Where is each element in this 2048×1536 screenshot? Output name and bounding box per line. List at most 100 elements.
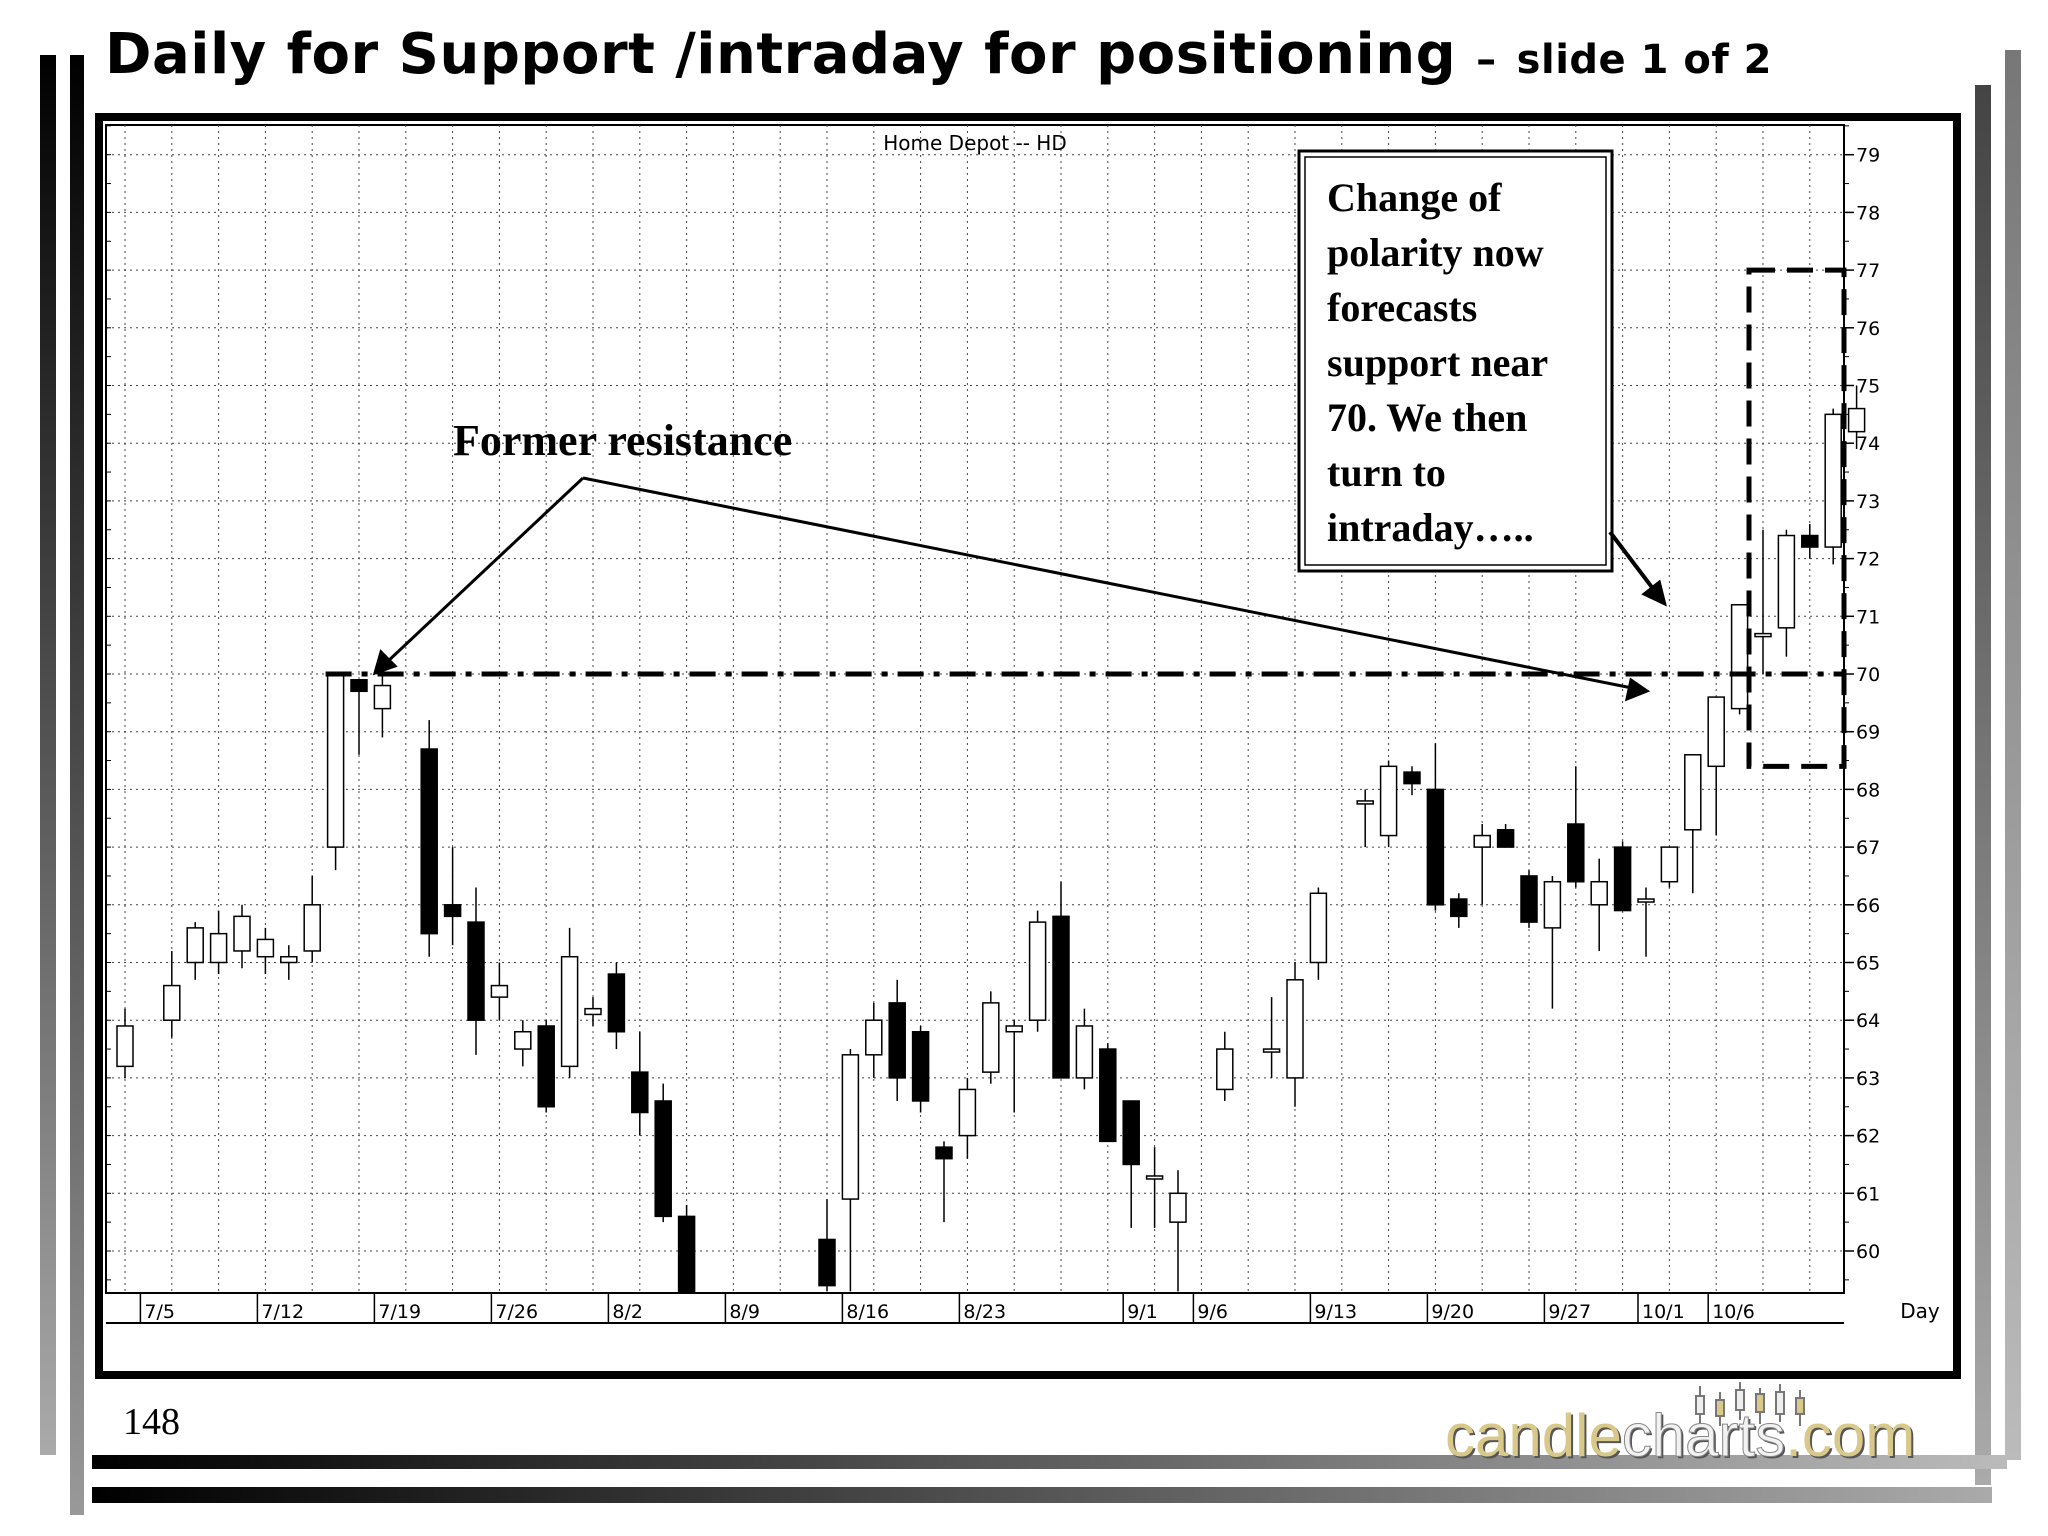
candle: [631, 1031, 649, 1136]
candle: [163, 950, 181, 1038]
candle-body-up: [1169, 1192, 1187, 1223]
y-tick-label: 68: [1856, 779, 1880, 801]
y-tick-label: 75: [1856, 376, 1880, 398]
polarity-box-inner: [1304, 156, 1607, 566]
polarity-highlight-box: [1746, 267, 1847, 769]
x-tick-label: 10/1: [1642, 1301, 1685, 1323]
candle-body-down: [654, 1100, 672, 1218]
candle: [373, 674, 392, 738]
x-tick-label: 9/13: [1314, 1301, 1357, 1323]
candle-body-up: [841, 1054, 860, 1200]
candle: [1590, 858, 1608, 951]
y-tick-label: 67: [1856, 837, 1880, 859]
logo-text: candlecharts.com: [1445, 1401, 1915, 1470]
candle-body-down: [1122, 1100, 1140, 1166]
candle-body-up: [982, 1002, 1000, 1073]
candle-body-up: [1754, 632, 1772, 638]
y-tick-label: 66: [1856, 895, 1880, 917]
candle: [1730, 604, 1749, 715]
candle-body-down: [1520, 875, 1538, 923]
candle: [607, 962, 626, 1050]
bottom-bar-lower: [92, 1487, 1992, 1503]
candle-body-up: [1824, 413, 1842, 548]
x-tick-label: 10/6: [1712, 1301, 1755, 1323]
logo-part-com: .com: [1785, 1402, 1916, 1469]
y-tick-label: 60: [1856, 1241, 1880, 1263]
candle-body-up: [1356, 800, 1374, 805]
former-resistance-label: Former resistance: [453, 416, 792, 465]
candle-body-down: [935, 1146, 953, 1160]
candle-body-down: [1099, 1048, 1117, 1143]
y-tick-label: 70: [1856, 664, 1880, 686]
candle: [1520, 870, 1538, 928]
candle-body-up: [186, 927, 204, 964]
candle: [1660, 846, 1679, 888]
polarity-box-line: intraday…..: [1327, 505, 1534, 550]
x-tick-label: 8/2: [612, 1301, 643, 1323]
candle: [677, 1204, 696, 1293]
candle-body-down: [443, 904, 462, 918]
y-tick-label: 65: [1856, 953, 1880, 975]
candle-body-up: [490, 984, 509, 998]
candle: [420, 720, 438, 957]
y-tick-label: 71: [1856, 606, 1880, 628]
candle: [1216, 1031, 1234, 1101]
candle-body-up: [1637, 898, 1655, 903]
x-tick-label: 9/20: [1431, 1301, 1474, 1323]
candle: [1824, 408, 1842, 565]
chart-title: Home Depot -- HD: [883, 131, 1067, 155]
candle: [1403, 766, 1421, 796]
candle-body-down: [1403, 771, 1421, 785]
candle: [1637, 887, 1655, 957]
x-tick-label: 8/9: [729, 1301, 760, 1323]
candle: [303, 875, 321, 963]
candle-body-down: [888, 1002, 906, 1079]
candle-body-up: [1379, 765, 1398, 837]
polarity-box-line: Change of: [1327, 175, 1502, 220]
candle-body-down: [467, 921, 485, 1021]
candle-body-up: [1075, 1025, 1094, 1079]
candle: [537, 1020, 555, 1113]
candle: [1473, 824, 1491, 905]
candle: [467, 887, 485, 1055]
logo-candles-icon: [1695, 1382, 1805, 1426]
candle-body-down: [1052, 915, 1070, 1079]
logo-part-charts: charts: [1621, 1402, 1786, 1470]
candle: [209, 910, 228, 975]
logo-part-candle: candle: [1445, 1402, 1622, 1469]
candle-body-up: [303, 904, 321, 952]
x-tick-label: 9/1: [1127, 1301, 1158, 1323]
candle-body-up: [584, 1007, 602, 1016]
candle: [256, 927, 275, 975]
x-tick-label: 8/23: [963, 1301, 1006, 1323]
polarity-box-outer: [1297, 149, 1614, 573]
candle: [1169, 1170, 1187, 1292]
candle: [911, 1025, 930, 1113]
candle: [1052, 881, 1070, 1079]
right-bar-outer: [2005, 50, 2021, 1460]
candle-body-up: [1286, 979, 1304, 1079]
candle: [888, 979, 906, 1101]
candle: [116, 1008, 134, 1078]
x-tick-label: 9/6: [1197, 1301, 1228, 1323]
candle-body-up: [163, 984, 181, 1021]
candle: [326, 673, 345, 871]
candle-body-down: [1567, 823, 1585, 883]
candle-body-down: [1496, 829, 1515, 848]
candle: [1613, 841, 1632, 912]
polarity-box-line: polarity now: [1327, 230, 1544, 275]
candle-body-up: [1684, 754, 1702, 831]
bottom-bar-upper: [92, 1455, 2007, 1469]
y-tick-label: 63: [1856, 1068, 1880, 1090]
x-tick-label: 7/26: [495, 1301, 538, 1323]
title-main: Daily for Support /intraday for position…: [105, 22, 1457, 87]
candle: [1496, 824, 1515, 848]
candlecharts-logo: candlecharts.com: [1445, 1380, 1965, 1470]
candle-body-down: [1450, 898, 1468, 918]
candle: [584, 997, 602, 1026]
overlays: [325, 267, 1847, 769]
candle: [1450, 893, 1468, 928]
candle-body-down: [677, 1215, 696, 1293]
polarity-box-line: support near: [1327, 340, 1548, 385]
